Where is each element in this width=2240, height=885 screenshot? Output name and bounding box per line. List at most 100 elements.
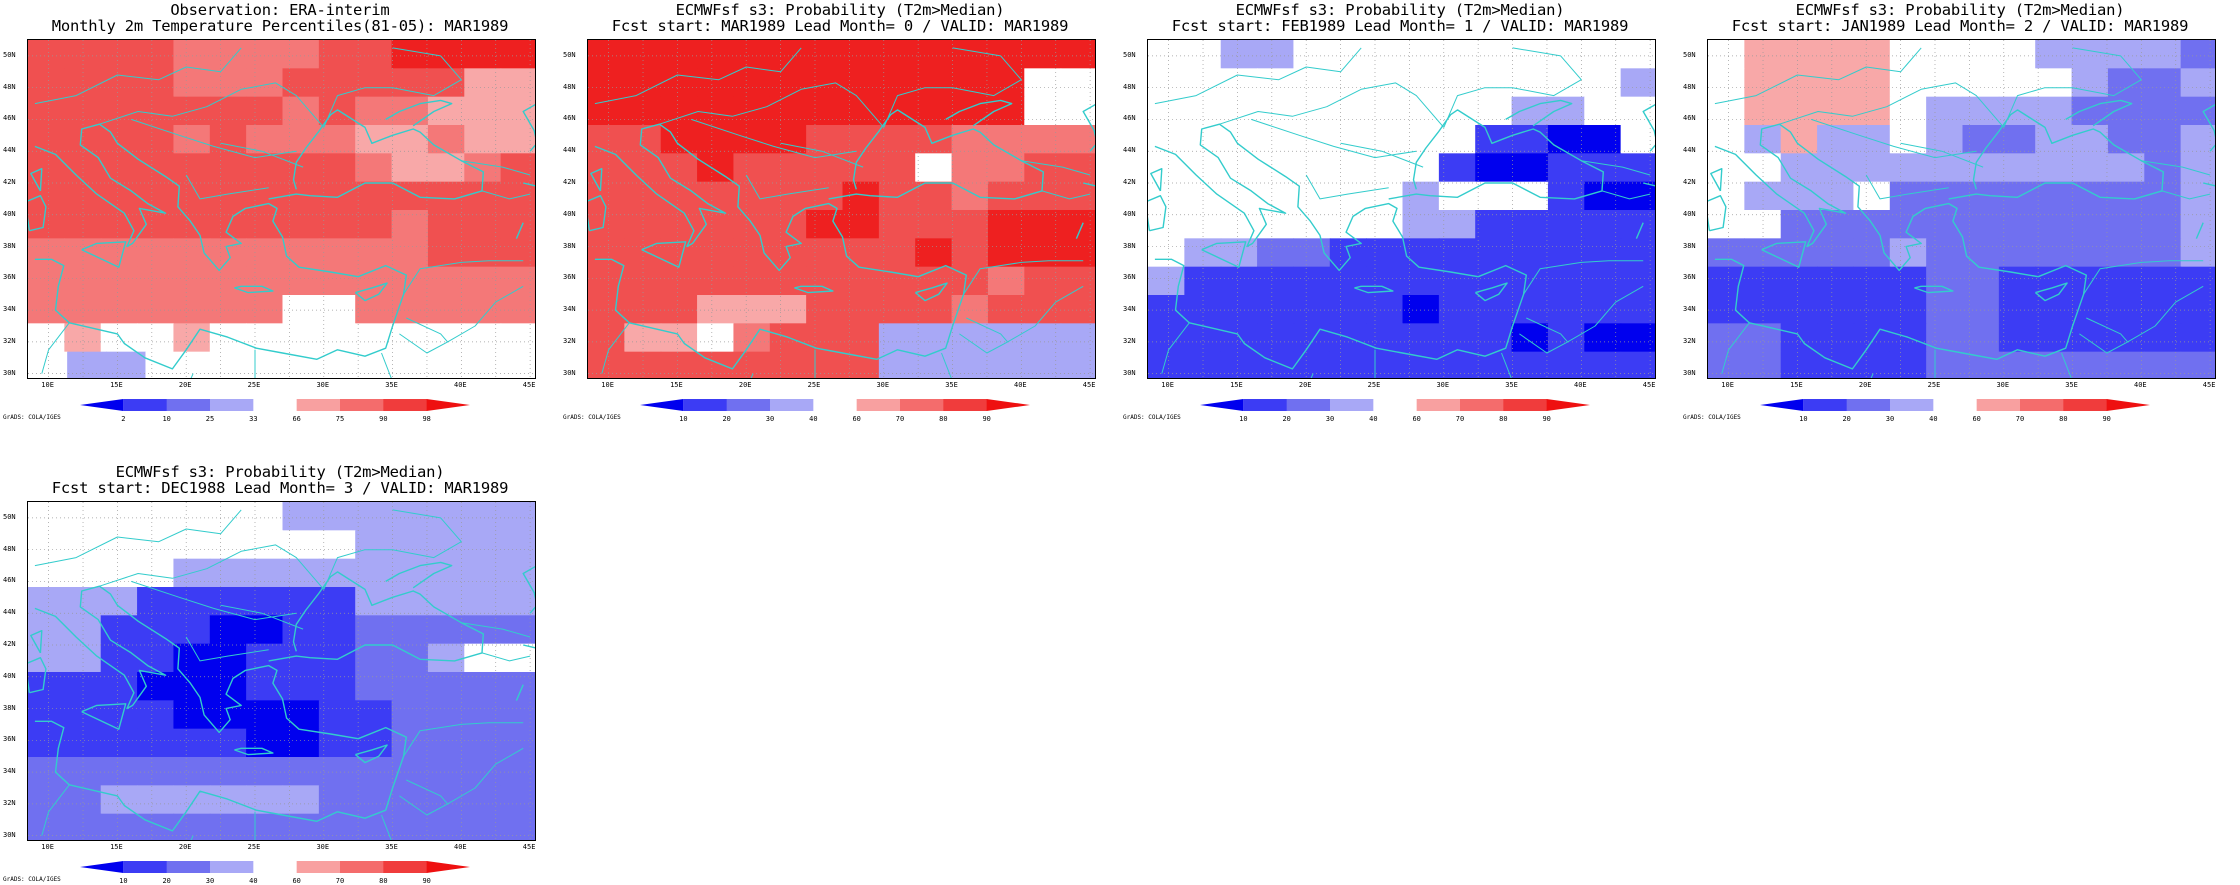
grid-cell <box>464 813 502 840</box>
grid-cell <box>1366 266 1404 296</box>
grid-cell <box>184 351 225 378</box>
grid-cell <box>427 757 465 786</box>
grid-cell <box>427 728 465 758</box>
grid-cell <box>318 757 356 786</box>
lon-label: 30E <box>316 843 330 851</box>
grid-cell <box>1962 238 2000 268</box>
country-border <box>220 142 304 168</box>
grid-cell <box>1584 238 1622 268</box>
country-border <box>99 544 325 590</box>
grid-cell <box>842 153 880 183</box>
grid-cell <box>1817 125 1855 154</box>
lat-label: 44N <box>1683 146 1696 155</box>
grid-cell <box>137 266 175 296</box>
grid-cell <box>355 68 393 98</box>
grid-cell <box>733 68 771 98</box>
grid-cell <box>1024 238 1062 268</box>
grid-cell <box>137 323 175 353</box>
grid-cell <box>464 68 502 98</box>
grid-cell <box>1402 125 1440 154</box>
grid-cell <box>660 153 698 183</box>
grid-cell <box>464 210 502 239</box>
grid-cell <box>806 181 844 211</box>
country-border <box>190 373 194 378</box>
grid-cell <box>588 40 625 69</box>
panel-title: Observation: ERA-interim <box>170 1 390 19</box>
grid-cell <box>915 210 953 239</box>
grid-cell <box>987 266 1025 296</box>
grid-cell <box>1438 40 1476 69</box>
country-border <box>323 47 462 128</box>
grid-cell <box>987 210 1025 239</box>
colorbar-label: 10 <box>119 877 128 885</box>
grid-cell <box>1547 266 1585 296</box>
lon-label: 40E <box>2134 381 2147 389</box>
country-border <box>963 260 1084 295</box>
colorbar <box>80 399 470 411</box>
grid-cell <box>391 813 429 840</box>
grid-cell <box>2180 295 2215 324</box>
grid-cell <box>2035 323 2073 353</box>
grid-cell <box>660 181 698 211</box>
colorbar-label: 20 <box>162 877 171 885</box>
grid-cell <box>1402 238 1440 268</box>
grid-cell <box>1780 323 1818 353</box>
grid-cell <box>173 615 211 645</box>
grid-cell <box>1889 351 1927 378</box>
coastline <box>1148 194 1167 232</box>
grid-cell <box>28 643 65 673</box>
grid-cell <box>1148 125 1185 154</box>
grid-cell <box>1402 295 1440 324</box>
grid-cell <box>878 125 916 154</box>
coastline <box>30 629 43 654</box>
grid-cell <box>100 266 138 296</box>
grid-cell <box>1366 323 1404 353</box>
grid-cell <box>464 96 502 126</box>
grid-cell <box>173 40 211 69</box>
grid-cell <box>1889 96 1927 126</box>
colorbar-segment <box>1243 399 1288 411</box>
grid-cell <box>915 125 953 154</box>
coastline <box>2195 222 2204 239</box>
lon-label: 40E <box>1014 381 1027 389</box>
grid-cell <box>391 40 429 69</box>
colorbar-label: 25 <box>205 415 215 423</box>
panel-subtitle: Fcst start: MAR1989 Lead Month= 0 / VALI… <box>611 17 1069 35</box>
grid-cell <box>282 530 320 560</box>
grid-cell <box>1366 96 1404 126</box>
grid-cell <box>209 558 247 588</box>
grid-cell <box>1998 125 2036 154</box>
grid-cell <box>1184 351 1222 378</box>
grid-cell <box>391 210 429 239</box>
grid-cell <box>282 125 320 154</box>
coastline <box>594 123 967 370</box>
grid-cell <box>209 502 247 531</box>
lat-label: 32N <box>563 336 576 345</box>
grid-cell <box>209 530 247 560</box>
grid-cell <box>246 558 284 588</box>
grid-cell <box>769 96 807 126</box>
grid-cell <box>1780 351 1818 378</box>
grid-cell <box>1293 295 1331 324</box>
grid-cell <box>1220 266 1258 296</box>
map-panel-4: ECMWFsf s3: Probability (T2m>Median) Fcst… <box>1680 0 2240 423</box>
grid-cell <box>1853 68 1891 98</box>
coastline <box>945 99 1013 127</box>
grid-cell <box>842 125 880 154</box>
grid-cell <box>588 210 625 239</box>
lat-label: 50N <box>563 50 576 59</box>
grid-cell <box>173 68 211 98</box>
colorbar-label: 10 <box>1239 415 1248 423</box>
grid-cell <box>987 153 1025 183</box>
grads-credit: GrADS: COLA/IGES <box>563 414 621 421</box>
colorbar-segment <box>2106 399 2150 411</box>
grid-cell <box>137 125 175 154</box>
grid-cell <box>1148 210 1185 239</box>
grid-cell <box>1475 210 1513 239</box>
colorbar-label: 66 <box>292 415 301 423</box>
lon-label: 20E <box>1298 381 1312 389</box>
grid-cell <box>1148 40 1185 69</box>
grid-cell <box>1329 351 1367 378</box>
lon-label: 25E <box>1927 381 1941 389</box>
grid-cell <box>769 266 807 296</box>
